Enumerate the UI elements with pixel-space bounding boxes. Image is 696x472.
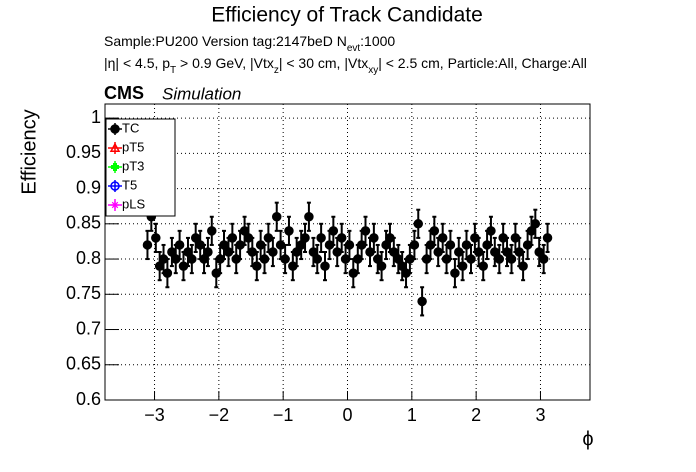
- marker: [110, 181, 120, 191]
- y-tick-label: 1: [91, 107, 101, 127]
- marker: [280, 254, 290, 264]
- marker: [174, 240, 185, 250]
- marker: [328, 226, 339, 236]
- marker: [450, 268, 460, 278]
- marker: [413, 219, 424, 229]
- marker: [304, 212, 314, 222]
- subtitle-sub: evt: [347, 43, 361, 54]
- selection-sub: z: [274, 65, 279, 76]
- marker: [187, 254, 197, 264]
- marker: [259, 254, 270, 264]
- marker: [369, 233, 379, 243]
- marker: [162, 268, 173, 278]
- marker: [271, 212, 282, 222]
- marker: [336, 233, 347, 243]
- y-axis-label: Efficiency: [18, 109, 40, 194]
- selection-sub: T: [170, 65, 176, 76]
- y-tick-label: 0.65: [66, 354, 101, 374]
- marker: [518, 261, 528, 271]
- y-tick-label: 0.9: [76, 177, 101, 197]
- marker: [344, 240, 355, 250]
- x-tick-label: −2: [209, 405, 230, 425]
- y-tick-label: 0.85: [66, 213, 101, 233]
- legend-label: T5: [122, 177, 137, 192]
- marker: [320, 261, 330, 271]
- plot-frame: [104, 103, 591, 401]
- marker: [457, 261, 468, 271]
- marker: [300, 233, 310, 243]
- marker: [142, 240, 153, 250]
- marker: [151, 233, 161, 243]
- selection-part: | < 30 cm, |Vtx: [279, 55, 368, 71]
- x-tick-label: 3: [535, 405, 545, 425]
- marker: [429, 226, 440, 236]
- marker: [312, 254, 323, 264]
- marker: [417, 296, 427, 307]
- y-tick-label: 0.95: [66, 142, 101, 162]
- legend-label: pT5: [122, 139, 144, 154]
- marker: [538, 254, 549, 264]
- marker: [111, 201, 119, 209]
- marker: [530, 219, 541, 229]
- legend-label: pLS: [122, 196, 145, 211]
- marker: [268, 247, 278, 257]
- marker: [316, 233, 326, 243]
- marker: [360, 226, 371, 236]
- selection-part: > 0.9 GeV, |Vtx: [176, 55, 274, 71]
- chart-title: Efficiency of Track Candidate: [211, 4, 483, 27]
- subtitle: Sample:PU200 Version tag:2147beD Nevt:10…: [104, 33, 395, 54]
- selection-part: | < 2.5 cm, Particle:All, Charge:All: [378, 55, 587, 71]
- marker: [486, 226, 496, 236]
- marker: [478, 261, 488, 271]
- y-tick-label: 0.7: [76, 318, 101, 338]
- legend-label: TC: [122, 120, 139, 135]
- subtitle-part: :1000: [360, 33, 395, 49]
- marker: [111, 163, 119, 171]
- selection-part: |η| < 4.5, p: [104, 55, 170, 71]
- x-tick-label: −3: [144, 405, 165, 425]
- selection-sub: xy: [368, 65, 378, 76]
- legend-label: pT3: [122, 158, 144, 173]
- marker: [466, 254, 476, 264]
- x-axis-label: ϕ: [582, 428, 593, 450]
- x-tick-label: 2: [471, 405, 481, 425]
- marker: [207, 226, 217, 236]
- x-tick-label: 1: [407, 405, 417, 425]
- marker: [252, 261, 262, 271]
- experiment: CMS: [104, 83, 144, 103]
- x-tick-label: −1: [273, 405, 294, 425]
- marker: [437, 233, 448, 243]
- marker: [110, 124, 120, 134]
- marker: [506, 254, 517, 264]
- experiment-note: Simulation: [162, 84, 241, 103]
- marker: [409, 240, 420, 250]
- y-tick-label: 0.8: [76, 248, 101, 268]
- marker: [445, 240, 456, 250]
- subtitle-part: Sample:PU200 Version tag:2147beD N: [104, 33, 347, 49]
- y-tick-label: 0.75: [66, 283, 101, 303]
- marker: [203, 247, 213, 257]
- marker: [109, 142, 121, 152]
- marker: [227, 233, 238, 243]
- selection: |η| < 4.5, pT > 0.9 GeV, |Vtxz| < 30 cm,…: [104, 55, 587, 76]
- y-tick-label: 0.6: [76, 389, 101, 409]
- x-tick-label: 0: [342, 405, 352, 425]
- marker: [494, 254, 505, 264]
- marker: [376, 261, 387, 271]
- marker: [542, 233, 553, 243]
- marker: [284, 226, 294, 236]
